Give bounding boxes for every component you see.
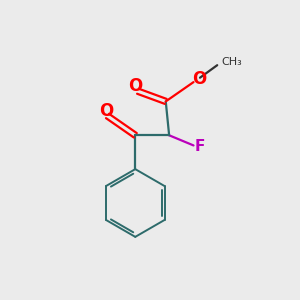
Text: O: O [192,70,206,88]
Text: F: F [195,140,205,154]
Text: CH₃: CH₃ [222,57,242,67]
Text: O: O [99,102,113,120]
Text: O: O [128,77,142,95]
